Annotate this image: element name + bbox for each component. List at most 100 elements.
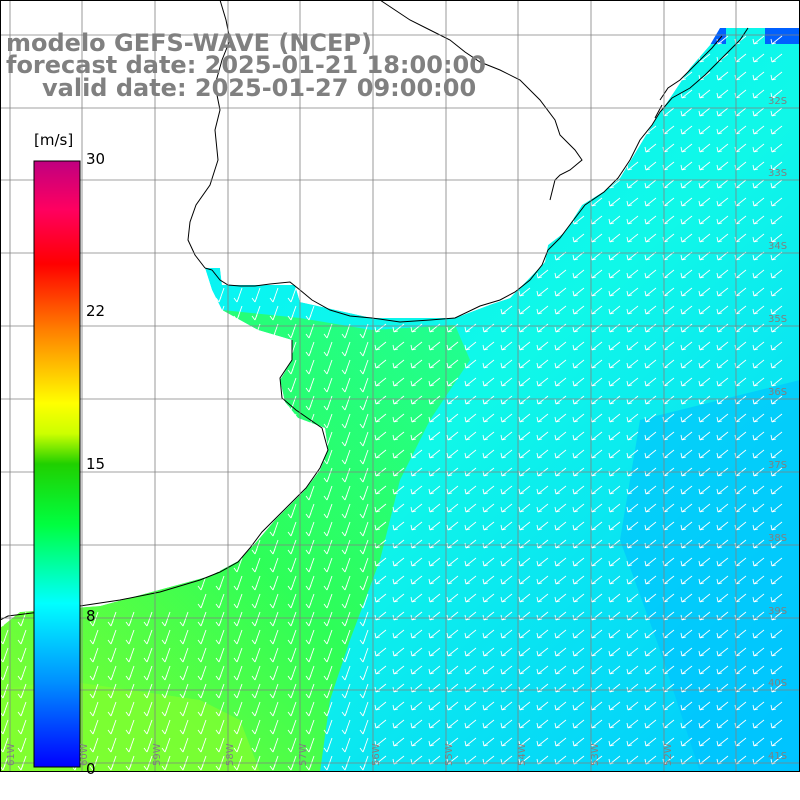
wind-arrow xyxy=(608,557,621,567)
wind-arrow xyxy=(536,377,549,387)
wind-arrow xyxy=(287,557,297,573)
wind-arrow xyxy=(536,323,549,333)
wind-arrow xyxy=(698,341,711,351)
wind-arrow xyxy=(752,521,765,531)
wind-arrow xyxy=(518,449,531,459)
wind-arrow xyxy=(464,323,477,333)
wind-arrow xyxy=(233,287,243,303)
wind-arrow xyxy=(572,683,585,693)
wind-arrow xyxy=(536,521,549,531)
wind-arrow xyxy=(644,629,657,639)
wind-arrow xyxy=(359,665,369,681)
wind-arrow xyxy=(500,413,513,423)
wind-arrow xyxy=(752,449,765,459)
wind-arrow xyxy=(518,737,531,747)
wind-arrow xyxy=(680,269,693,279)
wind-arrow xyxy=(482,503,495,513)
wind-arrow xyxy=(392,719,405,729)
wind-arrow xyxy=(305,557,315,573)
wind-arrow xyxy=(482,557,495,567)
wind-arrow xyxy=(161,629,171,645)
wind-arrow xyxy=(359,557,369,573)
wind-arrow xyxy=(482,629,495,639)
wind-arrow xyxy=(500,719,513,729)
wind-arrow xyxy=(698,503,711,513)
wind-arrow xyxy=(341,395,351,411)
wind-arrow xyxy=(716,377,729,387)
wind-arrow xyxy=(518,503,531,513)
wind-arrow xyxy=(287,593,297,609)
wind-arrow xyxy=(752,683,765,693)
wind-arrow xyxy=(608,503,621,513)
wind-arrow xyxy=(500,323,513,333)
wind-arrow xyxy=(251,557,261,573)
wind-arrow xyxy=(482,395,495,405)
wind-arrow xyxy=(341,737,351,753)
wind-arrow xyxy=(770,611,783,621)
wind-arrow xyxy=(410,683,423,693)
wind-arrow xyxy=(680,215,693,225)
wind-arrow xyxy=(428,665,441,675)
wind-arrow xyxy=(644,143,657,153)
wind-arrow xyxy=(752,125,765,135)
wind-arrow xyxy=(482,449,495,459)
wind-arrow xyxy=(323,359,333,375)
wind-arrow xyxy=(197,611,207,627)
wind-arrow xyxy=(482,665,495,675)
wind-arrow xyxy=(464,503,477,513)
wind-arrow xyxy=(392,521,405,531)
wind-arrow xyxy=(770,593,783,603)
wind-arrow xyxy=(626,557,639,567)
wind-arrow xyxy=(752,593,765,603)
wind-arrow xyxy=(464,359,477,369)
wind-arrow xyxy=(644,377,657,387)
wind-arrow xyxy=(269,683,279,699)
wind-arrow xyxy=(698,719,711,729)
wind-arrow xyxy=(518,431,531,441)
wind-arrow xyxy=(143,629,153,645)
wind-arrow xyxy=(323,665,333,681)
wind-arrow xyxy=(323,719,333,735)
wind-arrow xyxy=(770,557,783,567)
wind-arrow xyxy=(716,71,729,81)
wind-arrow xyxy=(374,593,387,603)
wind-arrow xyxy=(428,341,441,351)
wind-arrow xyxy=(233,575,243,591)
wind-arrow xyxy=(644,593,657,603)
wind-arrow xyxy=(446,701,459,711)
wind-arrow xyxy=(698,53,711,63)
wind-arrow xyxy=(374,575,387,585)
wind-arrow xyxy=(680,341,693,351)
wind-arrow xyxy=(446,485,459,495)
wind-arrow xyxy=(341,647,351,663)
wind-arrow xyxy=(464,719,477,729)
wind-arrow xyxy=(143,647,153,663)
wind-arrow xyxy=(323,683,333,699)
wind-arrow xyxy=(716,323,729,333)
wind-arrow xyxy=(197,647,207,663)
wind-arrow xyxy=(251,539,261,555)
wind-arrow xyxy=(341,611,351,627)
wind-arrow xyxy=(374,431,387,441)
wind-arrow xyxy=(464,737,477,747)
wind-arrow xyxy=(392,593,405,603)
wind-arrow xyxy=(446,611,459,621)
wind-arrow xyxy=(500,305,513,315)
wind-arrow xyxy=(554,701,567,711)
latitude-label: 38S xyxy=(768,533,787,544)
wind-arrow xyxy=(608,719,621,729)
wind-arrow xyxy=(374,683,387,693)
wind-arrow xyxy=(446,575,459,585)
wind-arrow xyxy=(89,701,99,717)
wind-arrow xyxy=(644,305,657,315)
wind-arrow xyxy=(215,629,225,645)
wind-arrow xyxy=(392,737,405,747)
wind-arrow xyxy=(752,557,765,567)
wind-arrow xyxy=(359,431,369,447)
wind-arrow xyxy=(554,629,567,639)
wind-arrow xyxy=(341,413,351,429)
wind-arrow xyxy=(518,377,531,387)
wind-arrow xyxy=(536,395,549,405)
wind-arrow xyxy=(143,665,153,681)
wind-arrow xyxy=(572,503,585,513)
